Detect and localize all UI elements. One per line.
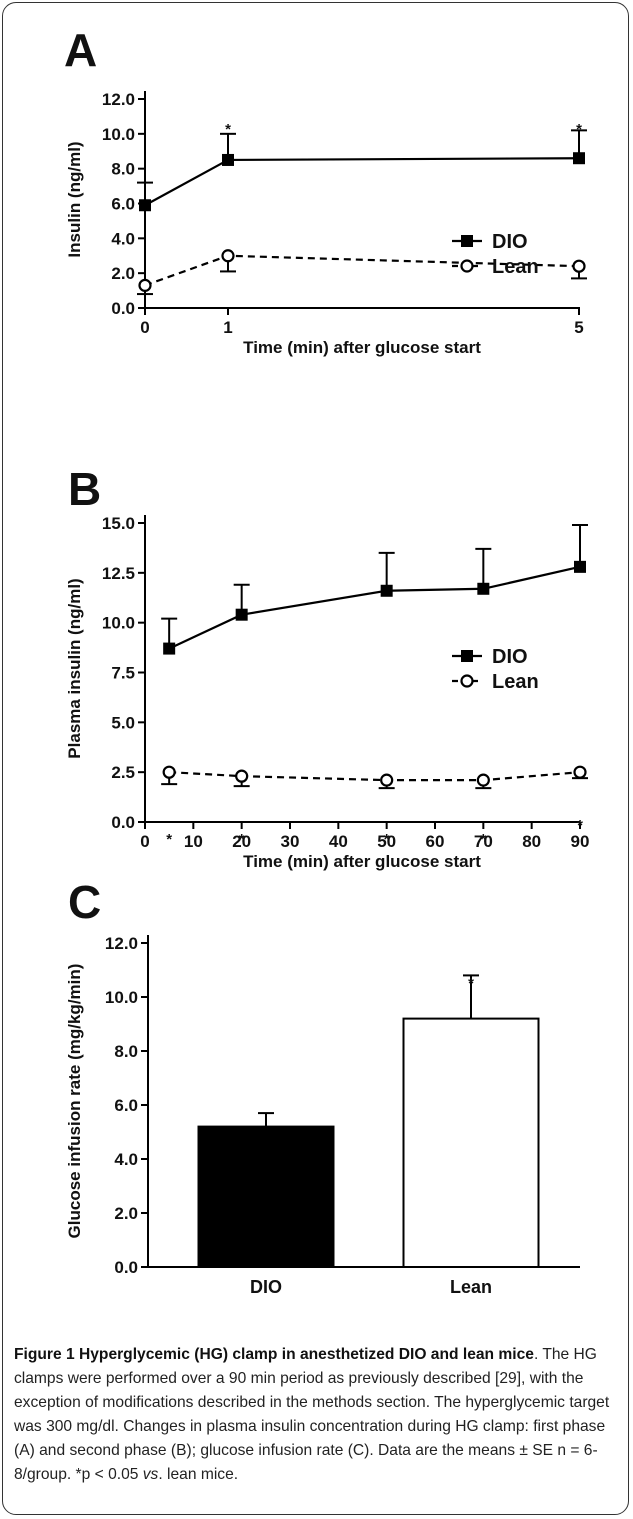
point-dio (574, 560, 586, 573)
y-tick-label: 15.0 (102, 514, 135, 533)
legend-label-dio: DIO (492, 231, 528, 253)
point-lean (380, 773, 394, 787)
significance-star: * (239, 831, 245, 848)
y-tick-label: 5.0 (111, 713, 135, 732)
y-tick-label: 2.0 (114, 1204, 138, 1223)
significance-star: * (576, 121, 582, 138)
y-tick-label: 2.0 (111, 264, 135, 283)
y-tick-label: 4.0 (114, 1150, 138, 1169)
y-tick-label: 10.0 (105, 988, 138, 1007)
x-tick-label: 30 (281, 832, 300, 851)
figure-caption: Figure 1 Hyperglycemic (HG) clamp in ane… (14, 1343, 614, 1487)
bar-dio (197, 1125, 335, 1268)
point-lean (476, 773, 490, 787)
bar-lean (402, 1017, 540, 1268)
point-lean (221, 249, 235, 263)
legend-marker-dio (461, 650, 473, 662)
x-axis-label: Time (min) after glucose start (243, 338, 481, 357)
y-axis-label: Insulin (ng/ml) (65, 141, 84, 257)
panel-a-letter: A (64, 24, 97, 76)
point-lean (162, 765, 176, 779)
y-axis-label: Plasma insulin (ng/ml) (65, 578, 84, 758)
caption-body: . The HG clamps were performed over a 90… (14, 1346, 610, 1483)
x-tick-label: 10 (184, 832, 203, 851)
caption-title: Figure 1 Hyperglycemic (HG) clamp in ane… (14, 1346, 534, 1363)
series-line-dio (144, 157, 580, 207)
y-tick-label: 4.0 (111, 229, 135, 248)
legend-label-lean: Lean (492, 256, 539, 278)
point-dio (222, 153, 234, 166)
series-line-lean (169, 771, 581, 782)
y-tick-label: 12.0 (102, 90, 135, 109)
x-tick-label: 80 (522, 832, 541, 851)
y-tick-label: 10.0 (102, 125, 135, 144)
point-dio (573, 152, 585, 165)
point-lean (573, 765, 587, 779)
caption-end: . lean mice. (158, 1466, 239, 1483)
point-lean (138, 278, 152, 292)
point-lean (572, 259, 586, 273)
y-tick-label: 0.0 (111, 299, 135, 318)
y-tick-label: 2.5 (111, 763, 135, 782)
point-dio (139, 199, 151, 212)
x-tick-label: 20 (232, 832, 251, 851)
legend-label-lean: Lean (492, 671, 539, 693)
x-tick-label: 50 (377, 832, 396, 851)
y-axis-label: Glucose infusion rate (mg/kg/min) (65, 964, 84, 1239)
point-lean (235, 769, 249, 783)
x-tick-label: 60 (426, 832, 445, 851)
x-tick-label: 70 (474, 832, 493, 851)
significance-star: * (166, 831, 172, 848)
caption-vs: vs (142, 1466, 159, 1483)
x-tick-label: 90 (571, 832, 590, 851)
y-tick-label: 8.0 (114, 1042, 138, 1061)
x-tick-label: 0 (140, 318, 149, 337)
x-tick-label: 1 (223, 318, 232, 337)
significance-star: * (225, 121, 231, 138)
x-tick-label: 5 (574, 318, 583, 337)
y-tick-label: 10.0 (102, 614, 135, 633)
x-category-label: DIO (250, 1277, 282, 1297)
legend-marker-dio (461, 235, 473, 247)
series-line-dio (168, 565, 581, 650)
significance-star: * (468, 975, 474, 992)
chart-panel-b: 0.0 2.5 5.0 7.5 10.0 12.5 15.0 Plasma insulin (… (65, 514, 589, 871)
panel-c-letter: C (68, 876, 101, 928)
significance-star: * (577, 817, 583, 834)
y-tick-label: 6.0 (111, 195, 135, 214)
point-dio (380, 584, 393, 597)
chart-panel-a: 0.0 2.0 4.0 6.0 8.0 10.0 12.0 Insulin (ng/ml) 0 1… (65, 90, 587, 357)
y-tick-label: 12.0 (105, 934, 138, 953)
legend-marker-lean (460, 259, 474, 273)
point-dio (477, 582, 490, 595)
y-tick-label: 0.0 (111, 813, 135, 832)
y-tick-label: 7.5 (111, 664, 135, 683)
y-tick-label: 8.0 (111, 160, 135, 179)
x-tick-label: 0 (140, 832, 149, 851)
significance-star: * (480, 831, 486, 848)
significance-star: * (384, 831, 390, 848)
x-axis-label: Time (min) after glucose start (243, 852, 481, 871)
point-dio (163, 642, 176, 655)
chart-panel-c: 0.0 2.0 4.0 6.0 8.0 10.0 12.0 Glucose infusion … (65, 934, 580, 1297)
x-tick-label: 40 (329, 832, 348, 851)
legend-label-dio: DIO (492, 646, 528, 668)
panel-b-letter: B (68, 463, 101, 515)
y-tick-label: 0.0 (114, 1258, 138, 1277)
x-category-label: Lean (450, 1277, 492, 1297)
y-tick-label: 6.0 (114, 1096, 138, 1115)
y-tick-label: 12.5 (102, 564, 135, 583)
legend-marker-lean (460, 674, 474, 688)
point-dio (235, 608, 248, 621)
